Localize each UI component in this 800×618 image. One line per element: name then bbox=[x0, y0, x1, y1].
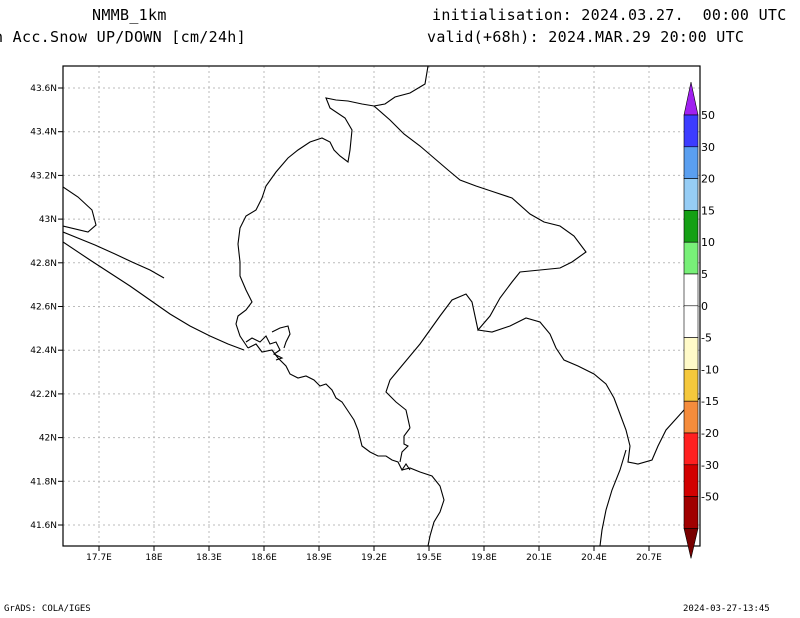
colorbar-label: -20 bbox=[701, 427, 719, 440]
coastline-northwest-2 bbox=[63, 231, 165, 279]
map-borders bbox=[63, 66, 700, 546]
colorbar-segment bbox=[683, 337, 699, 370]
colorbar-segment bbox=[683, 464, 699, 497]
border-north bbox=[235, 66, 429, 349]
lat-label: 43N bbox=[39, 215, 57, 225]
colorbar-segment bbox=[683, 496, 699, 529]
lon-label: 19.8E bbox=[471, 553, 497, 563]
field-title: n Acc.Snow UP/DOWN [cm/24h] bbox=[0, 28, 246, 46]
lat-label: 41.8N bbox=[30, 477, 57, 487]
colorbar-label: 0 bbox=[701, 300, 708, 313]
valid-time: valid(+68h): 2024.MAR.29 20:00 UTC bbox=[427, 28, 745, 46]
lat-label: 43.4N bbox=[30, 128, 57, 138]
bay-inlet bbox=[271, 325, 291, 349]
coastline-bay bbox=[245, 335, 284, 361]
lat-label: 43.2N bbox=[30, 171, 57, 181]
colorbar-segment bbox=[683, 369, 699, 402]
colorbar-label: 20 bbox=[701, 173, 715, 186]
colorbar-segment bbox=[683, 305, 699, 338]
lon-label: 20.1E bbox=[526, 553, 552, 563]
colorbar-segment bbox=[683, 210, 699, 243]
lon-label: 19.2E bbox=[361, 553, 387, 563]
lon-label: 19.5E bbox=[416, 553, 442, 563]
lon-label: 17.7E bbox=[86, 553, 112, 563]
border-north-east bbox=[373, 105, 587, 429]
lon-label: 18.3E bbox=[196, 553, 222, 563]
coastline-south bbox=[247, 343, 411, 472]
border-south-east bbox=[599, 449, 627, 546]
colorbar-label: -50 bbox=[701, 491, 719, 504]
lat-label: 42.6N bbox=[30, 303, 57, 313]
border-east bbox=[477, 317, 700, 465]
colorbar-segment bbox=[683, 178, 699, 211]
colorbar-segment bbox=[683, 273, 699, 307]
border-coast-albania bbox=[401, 467, 445, 546]
colorbar-label: -30 bbox=[701, 459, 719, 472]
lon-label: 18.9E bbox=[306, 553, 332, 563]
colorbar-label: 10 bbox=[701, 236, 715, 249]
colorbar-segment bbox=[683, 432, 699, 466]
colorbar-top-arrow bbox=[683, 81, 699, 116]
colorbar-label: -5 bbox=[701, 332, 712, 345]
colorbar-bottom-arrow bbox=[683, 528, 699, 559]
colorbar-label: 5 bbox=[701, 268, 708, 281]
coastline-west bbox=[63, 241, 245, 351]
colorbar-label: -15 bbox=[701, 395, 719, 408]
grid-lines bbox=[63, 66, 700, 546]
lat-label: 42.8N bbox=[30, 259, 57, 269]
model-name: NMMB_1km bbox=[92, 6, 167, 24]
colorbar-label: 30 bbox=[701, 141, 715, 154]
footer-timestamp: 2024-03-27-13:45 bbox=[683, 604, 770, 614]
colorbar-segment bbox=[683, 146, 699, 179]
coastline-northwest bbox=[63, 186, 97, 233]
longitude-labels: 17.7E 18E 18.3E 18.6E 18.9E 19.2E 19.5E 19.8E 20… bbox=[86, 546, 662, 563]
lat-label: 42N bbox=[39, 434, 57, 444]
colorbar-label: -10 bbox=[701, 363, 719, 376]
footer-credit: GrADS: COLA/IGES bbox=[4, 604, 91, 614]
colorbar-segment bbox=[683, 241, 699, 275]
colorbar-label: 50 bbox=[701, 109, 715, 122]
lat-label: 42.2N bbox=[30, 390, 57, 400]
colorbar-segment bbox=[683, 400, 699, 434]
colorbar-label: 15 bbox=[701, 204, 715, 217]
lon-label: 20.4E bbox=[581, 553, 607, 563]
lat-label: 41.6N bbox=[30, 521, 57, 531]
init-time: initialisation: 2024.03.27. 00:00 UTC bbox=[432, 6, 787, 24]
colorbar-segment bbox=[683, 114, 699, 148]
latitude-labels: 43.6N 43.4N 43.2N 43N 42.8N 42.6N 42.4N 42.2N 42… bbox=[30, 84, 63, 531]
lake-edge bbox=[399, 427, 411, 463]
lat-label: 43.6N bbox=[30, 84, 57, 94]
lat-label: 42.4N bbox=[30, 346, 57, 356]
lon-label: 20.7E bbox=[636, 553, 662, 563]
lon-label: 18.6E bbox=[251, 553, 277, 563]
lon-label: 18E bbox=[145, 553, 162, 563]
